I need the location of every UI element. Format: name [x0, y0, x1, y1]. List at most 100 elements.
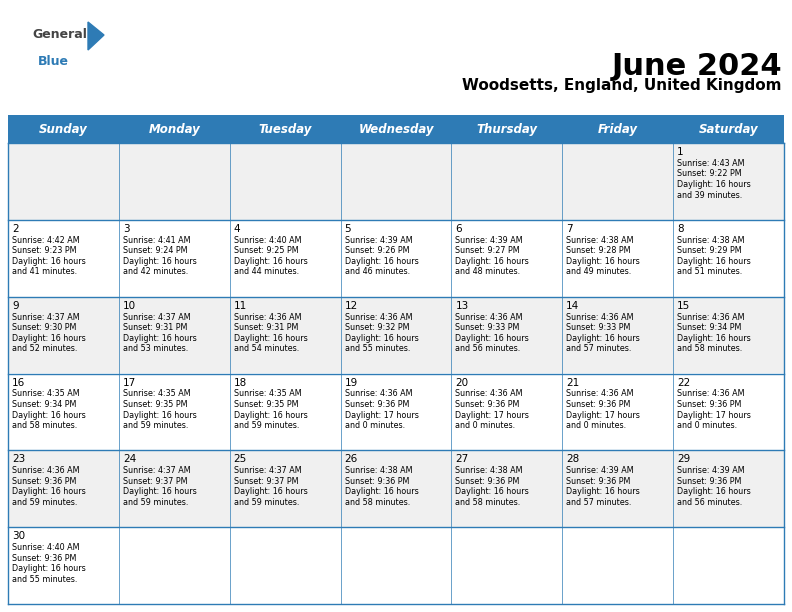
Text: Daylight: 16 hours: Daylight: 16 hours — [566, 487, 640, 496]
Text: Sunset: 9:31 PM: Sunset: 9:31 PM — [234, 323, 298, 332]
Text: Daylight: 16 hours: Daylight: 16 hours — [345, 257, 418, 266]
Text: Sunrise: 4:41 AM: Sunrise: 4:41 AM — [123, 236, 190, 245]
Text: Sunrise: 4:36 AM: Sunrise: 4:36 AM — [455, 313, 523, 322]
Text: Thursday: Thursday — [476, 122, 537, 135]
Text: Daylight: 16 hours: Daylight: 16 hours — [455, 334, 529, 343]
Text: Sunset: 9:33 PM: Sunset: 9:33 PM — [566, 323, 630, 332]
Text: Daylight: 16 hours: Daylight: 16 hours — [123, 411, 196, 419]
Text: Sunset: 9:36 PM: Sunset: 9:36 PM — [345, 477, 409, 486]
Bar — [8, 143, 784, 220]
Text: Sunset: 9:36 PM: Sunset: 9:36 PM — [345, 400, 409, 409]
Text: Sunrise: 4:38 AM: Sunrise: 4:38 AM — [566, 236, 634, 245]
Text: Saturday: Saturday — [699, 122, 759, 135]
Text: and 58 minutes.: and 58 minutes. — [345, 498, 409, 507]
Text: Sunrise: 4:40 AM: Sunrise: 4:40 AM — [234, 236, 301, 245]
Text: and 0 minutes.: and 0 minutes. — [566, 421, 626, 430]
Text: Sunrise: 4:40 AM: Sunrise: 4:40 AM — [12, 543, 79, 552]
Text: Sunrise: 4:35 AM: Sunrise: 4:35 AM — [234, 389, 301, 398]
Text: and 58 minutes.: and 58 minutes. — [12, 421, 78, 430]
Text: 2: 2 — [12, 224, 19, 234]
Text: Sunrise: 4:37 AM: Sunrise: 4:37 AM — [234, 466, 301, 476]
Text: 5: 5 — [345, 224, 351, 234]
Bar — [8, 297, 784, 373]
Text: Sunset: 9:35 PM: Sunset: 9:35 PM — [123, 400, 188, 409]
Text: 22: 22 — [677, 378, 691, 387]
Text: Sunrise: 4:37 AM: Sunrise: 4:37 AM — [12, 313, 80, 322]
Text: Daylight: 17 hours: Daylight: 17 hours — [455, 411, 529, 419]
Text: Daylight: 17 hours: Daylight: 17 hours — [566, 411, 640, 419]
Text: Daylight: 16 hours: Daylight: 16 hours — [234, 411, 307, 419]
Text: Daylight: 16 hours: Daylight: 16 hours — [566, 334, 640, 343]
Text: 20: 20 — [455, 378, 469, 387]
Text: 11: 11 — [234, 300, 247, 311]
Text: 25: 25 — [234, 454, 247, 465]
Text: Friday: Friday — [598, 122, 638, 135]
Text: Daylight: 16 hours: Daylight: 16 hours — [234, 487, 307, 496]
Text: Sunday: Sunday — [39, 122, 88, 135]
Text: 26: 26 — [345, 454, 358, 465]
Text: Daylight: 16 hours: Daylight: 16 hours — [12, 411, 86, 419]
Bar — [8, 220, 784, 297]
Text: Sunrise: 4:39 AM: Sunrise: 4:39 AM — [566, 466, 634, 476]
Text: and 42 minutes.: and 42 minutes. — [123, 267, 188, 277]
Text: Sunrise: 4:36 AM: Sunrise: 4:36 AM — [345, 389, 412, 398]
Text: 6: 6 — [455, 224, 462, 234]
Text: 15: 15 — [677, 300, 691, 311]
Text: Daylight: 16 hours: Daylight: 16 hours — [234, 334, 307, 343]
Text: Sunset: 9:37 PM: Sunset: 9:37 PM — [234, 477, 299, 486]
Text: Sunset: 9:36 PM: Sunset: 9:36 PM — [566, 477, 630, 486]
Text: 3: 3 — [123, 224, 129, 234]
Text: and 39 minutes.: and 39 minutes. — [677, 190, 742, 200]
Text: 4: 4 — [234, 224, 240, 234]
Text: General: General — [32, 28, 87, 41]
Text: Sunrise: 4:36 AM: Sunrise: 4:36 AM — [345, 313, 412, 322]
Text: Sunrise: 4:37 AM: Sunrise: 4:37 AM — [123, 313, 191, 322]
Bar — [8, 115, 784, 143]
Text: Daylight: 16 hours: Daylight: 16 hours — [566, 257, 640, 266]
Text: Sunrise: 4:38 AM: Sunrise: 4:38 AM — [677, 236, 744, 245]
Text: Sunset: 9:37 PM: Sunset: 9:37 PM — [123, 477, 188, 486]
Text: 16: 16 — [12, 378, 25, 387]
Text: Sunset: 9:36 PM: Sunset: 9:36 PM — [455, 477, 520, 486]
Text: Daylight: 16 hours: Daylight: 16 hours — [123, 257, 196, 266]
Text: 1: 1 — [677, 147, 683, 157]
Text: Sunrise: 4:36 AM: Sunrise: 4:36 AM — [677, 389, 744, 398]
Text: Daylight: 16 hours: Daylight: 16 hours — [123, 334, 196, 343]
Text: and 44 minutes.: and 44 minutes. — [234, 267, 299, 277]
Text: Sunrise: 4:39 AM: Sunrise: 4:39 AM — [455, 236, 523, 245]
Text: 8: 8 — [677, 224, 683, 234]
Text: and 41 minutes.: and 41 minutes. — [12, 267, 77, 277]
Text: Sunset: 9:33 PM: Sunset: 9:33 PM — [455, 323, 520, 332]
Text: Sunset: 9:31 PM: Sunset: 9:31 PM — [123, 323, 187, 332]
Text: and 59 minutes.: and 59 minutes. — [234, 498, 299, 507]
Text: and 51 minutes.: and 51 minutes. — [677, 267, 742, 277]
Text: Monday: Monday — [148, 122, 200, 135]
Text: Sunset: 9:22 PM: Sunset: 9:22 PM — [677, 170, 742, 179]
Text: 17: 17 — [123, 378, 136, 387]
Text: and 57 minutes.: and 57 minutes. — [566, 498, 632, 507]
Text: Sunrise: 4:37 AM: Sunrise: 4:37 AM — [123, 466, 191, 476]
Text: and 48 minutes.: and 48 minutes. — [455, 267, 520, 277]
Text: Sunrise: 4:36 AM: Sunrise: 4:36 AM — [566, 389, 634, 398]
Text: Sunrise: 4:43 AM: Sunrise: 4:43 AM — [677, 159, 744, 168]
Text: 10: 10 — [123, 300, 136, 311]
Text: Daylight: 16 hours: Daylight: 16 hours — [12, 257, 86, 266]
Text: 14: 14 — [566, 300, 580, 311]
Bar — [8, 527, 784, 604]
Text: Sunset: 9:23 PM: Sunset: 9:23 PM — [12, 247, 77, 255]
Text: and 57 minutes.: and 57 minutes. — [566, 344, 632, 353]
Text: Sunrise: 4:38 AM: Sunrise: 4:38 AM — [455, 466, 523, 476]
Text: Daylight: 16 hours: Daylight: 16 hours — [234, 257, 307, 266]
Text: and 53 minutes.: and 53 minutes. — [123, 344, 188, 353]
Text: Sunrise: 4:35 AM: Sunrise: 4:35 AM — [12, 389, 80, 398]
Text: and 0 minutes.: and 0 minutes. — [677, 421, 737, 430]
Text: and 59 minutes.: and 59 minutes. — [123, 421, 188, 430]
Text: Sunrise: 4:35 AM: Sunrise: 4:35 AM — [123, 389, 191, 398]
Text: 27: 27 — [455, 454, 469, 465]
Text: Daylight: 16 hours: Daylight: 16 hours — [677, 334, 751, 343]
Text: and 56 minutes.: and 56 minutes. — [455, 344, 520, 353]
Text: 9: 9 — [12, 300, 19, 311]
Text: Woodsetts, England, United Kingdom: Woodsetts, England, United Kingdom — [463, 78, 782, 93]
Text: Daylight: 16 hours: Daylight: 16 hours — [677, 180, 751, 189]
Text: 23: 23 — [12, 454, 25, 465]
